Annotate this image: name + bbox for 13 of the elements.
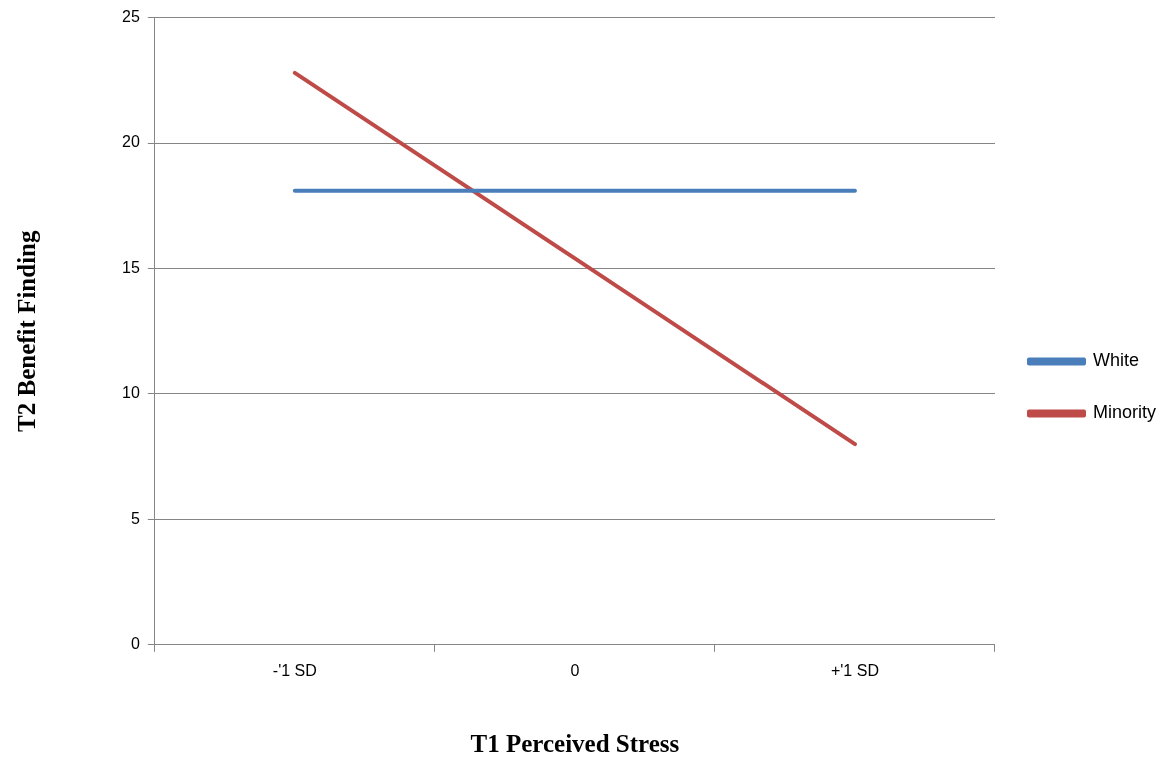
y-tick-label: 25 xyxy=(122,8,140,26)
legend-label: White xyxy=(1092,350,1140,371)
x-tick-label: 0 xyxy=(570,661,580,679)
y-tick-label: 10 xyxy=(122,384,140,402)
x-tick-label: -'1 SD xyxy=(272,661,317,679)
y-tick-label: 0 xyxy=(130,635,140,653)
y-tick-label: 20 xyxy=(122,133,140,151)
y-axis-title: T2 Benefit Finding xyxy=(13,229,41,432)
y-tick-label: 15 xyxy=(122,258,140,276)
y-tick-label: 5 xyxy=(130,509,140,527)
legend-label: Minority xyxy=(1092,402,1157,423)
x-axis-title: T1 Perceived Stress xyxy=(470,730,680,758)
x-tick-label: +'1 SD xyxy=(830,661,879,679)
